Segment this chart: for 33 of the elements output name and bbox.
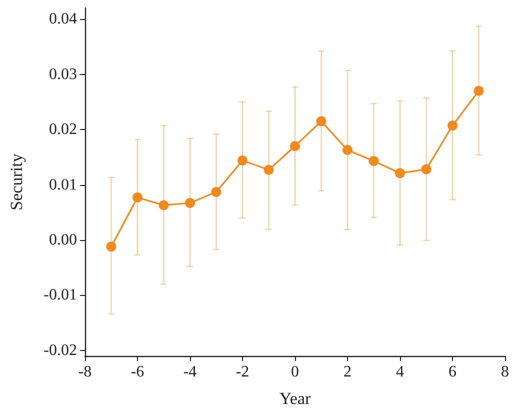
x-tick-label: 2 — [344, 364, 352, 380]
point — [395, 168, 405, 178]
y-tick-label: -0.01 — [44, 286, 77, 304]
x-tick-label: 0 — [291, 364, 299, 380]
x-tick-label: -8 — [78, 364, 92, 380]
point — [316, 116, 326, 126]
point — [185, 198, 195, 208]
y-tick-label: 0.04 — [49, 10, 77, 28]
y-tick-label: 0.01 — [49, 176, 77, 194]
point — [474, 86, 484, 96]
y-axis-title: Security — [7, 153, 26, 210]
point — [421, 164, 432, 174]
point — [211, 186, 222, 197]
y-tick-label: -0.02 — [44, 342, 77, 359]
x-tick-label: -2 — [236, 364, 250, 380]
point — [106, 242, 116, 252]
y-tick-label: 0.02 — [49, 121, 77, 138]
point — [264, 164, 274, 175]
x-tick-label: -4 — [183, 364, 197, 380]
point — [158, 200, 169, 210]
x-tick-label: 8 — [501, 364, 509, 380]
point — [290, 141, 300, 152]
point — [238, 155, 248, 166]
x-tick-label: 4 — [396, 364, 404, 380]
point — [132, 192, 142, 202]
y-tick-label: 0.03 — [49, 66, 77, 83]
x-tick-label: 6 — [448, 364, 456, 380]
x-axis-title: Year — [279, 389, 311, 408]
point — [448, 120, 458, 131]
y-tick-label: 0.00 — [49, 232, 77, 248]
point — [368, 156, 379, 166]
point — [342, 144, 352, 155]
x-tick-label: -6 — [130, 364, 144, 380]
